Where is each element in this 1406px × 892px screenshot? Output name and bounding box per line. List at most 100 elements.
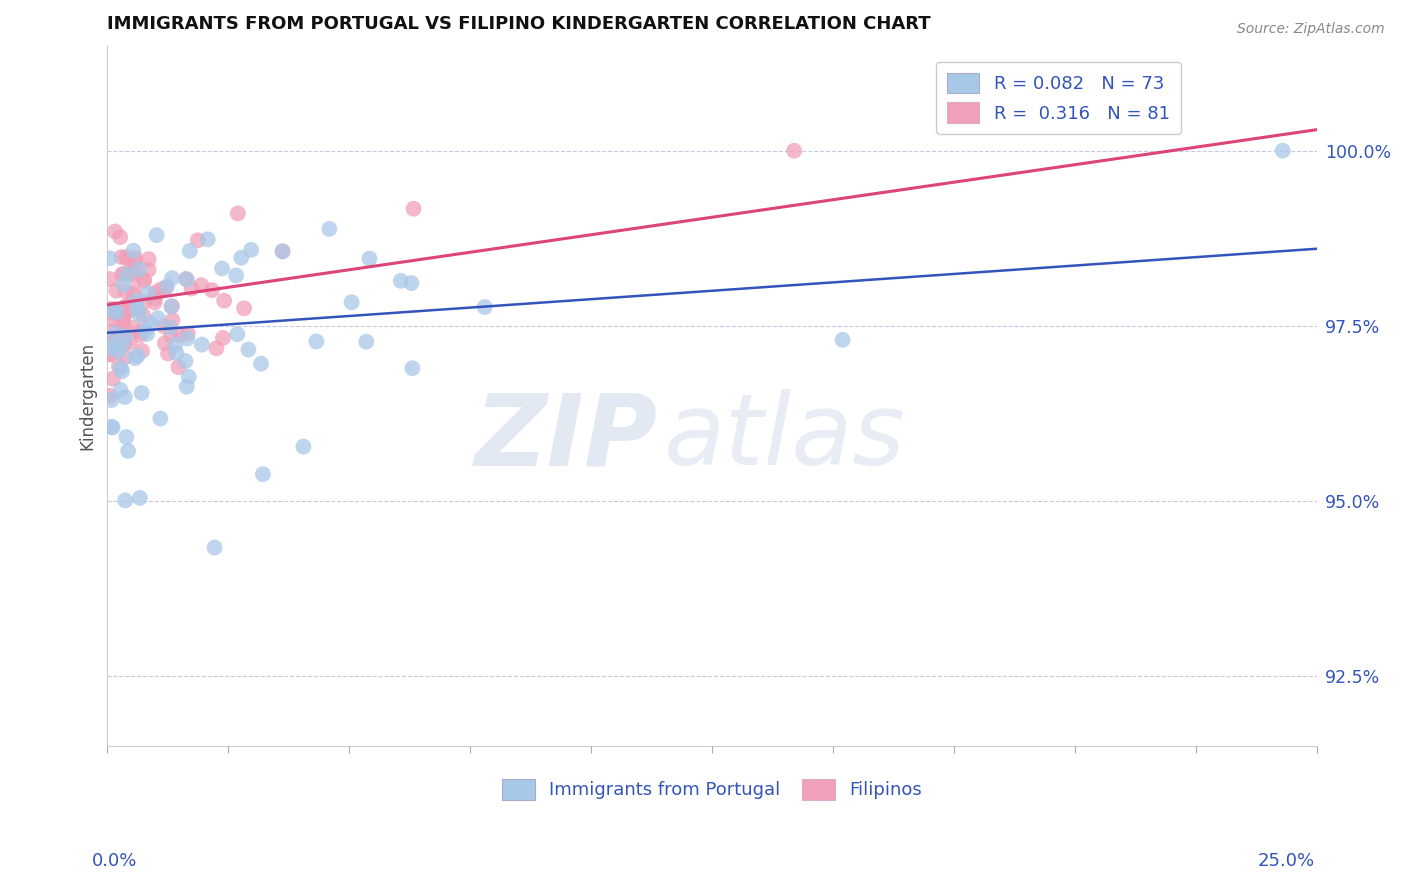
Point bbox=[160, 299, 183, 313]
Point bbox=[122, 266, 145, 280]
Point bbox=[177, 326, 200, 341]
Point bbox=[174, 354, 197, 368]
Point bbox=[401, 361, 423, 376]
Point bbox=[100, 347, 122, 361]
Point bbox=[118, 335, 141, 350]
Point bbox=[305, 334, 328, 349]
Point bbox=[114, 390, 136, 404]
Point bbox=[115, 251, 138, 265]
Point bbox=[98, 389, 121, 403]
Point bbox=[187, 233, 209, 247]
Point bbox=[124, 251, 146, 265]
Point bbox=[98, 252, 121, 266]
Point bbox=[110, 335, 132, 350]
Point bbox=[111, 316, 134, 330]
Point bbox=[110, 250, 132, 264]
Point bbox=[401, 276, 423, 290]
Point bbox=[356, 334, 378, 349]
Point bbox=[225, 268, 247, 283]
Point bbox=[226, 327, 249, 342]
Point bbox=[103, 306, 125, 320]
Point bbox=[105, 284, 128, 298]
Point bbox=[180, 281, 202, 295]
Point bbox=[122, 244, 145, 258]
Point bbox=[110, 333, 132, 347]
Point bbox=[108, 359, 131, 374]
Point bbox=[103, 304, 125, 318]
Point bbox=[110, 383, 132, 397]
Point bbox=[120, 260, 142, 275]
Point bbox=[402, 202, 425, 216]
Point bbox=[111, 338, 134, 352]
Point bbox=[115, 430, 138, 444]
Point bbox=[98, 348, 121, 362]
Point bbox=[145, 228, 167, 243]
Point bbox=[174, 272, 197, 286]
Point bbox=[111, 364, 134, 378]
Point bbox=[205, 341, 228, 355]
Point bbox=[1271, 144, 1294, 158]
Point bbox=[135, 323, 157, 337]
Point bbox=[783, 144, 806, 158]
Point bbox=[159, 320, 181, 334]
Point bbox=[127, 302, 149, 317]
Legend: Immigrants from Portugal, Filipinos: Immigrants from Portugal, Filipinos bbox=[495, 772, 929, 807]
Point bbox=[212, 293, 235, 308]
Point bbox=[104, 326, 127, 341]
Point bbox=[139, 317, 162, 331]
Point bbox=[145, 285, 167, 300]
Point bbox=[124, 285, 146, 299]
Point bbox=[153, 319, 176, 334]
Point bbox=[204, 541, 226, 555]
Point bbox=[197, 232, 219, 246]
Point bbox=[156, 279, 179, 293]
Point bbox=[103, 339, 125, 353]
Point bbox=[114, 336, 136, 351]
Point bbox=[134, 274, 156, 288]
Point bbox=[112, 277, 135, 292]
Point bbox=[103, 324, 125, 338]
Point bbox=[122, 321, 145, 335]
Point bbox=[165, 346, 187, 360]
Point bbox=[389, 274, 412, 288]
Point bbox=[165, 337, 187, 351]
Point bbox=[127, 349, 149, 363]
Point bbox=[155, 281, 177, 295]
Point bbox=[177, 370, 200, 384]
Point bbox=[114, 493, 136, 508]
Point bbox=[153, 336, 176, 351]
Point bbox=[105, 305, 128, 319]
Point bbox=[169, 328, 191, 343]
Point bbox=[831, 333, 853, 347]
Point bbox=[149, 411, 172, 425]
Point bbox=[108, 230, 131, 244]
Point bbox=[167, 360, 190, 375]
Point bbox=[117, 301, 139, 316]
Point bbox=[107, 344, 129, 359]
Point bbox=[122, 269, 145, 284]
Point bbox=[115, 268, 138, 282]
Point bbox=[132, 309, 155, 323]
Point bbox=[114, 299, 136, 313]
Point bbox=[101, 420, 124, 434]
Y-axis label: Kindergarten: Kindergarten bbox=[79, 342, 96, 450]
Point bbox=[271, 244, 294, 259]
Point bbox=[252, 467, 274, 482]
Point bbox=[100, 393, 122, 408]
Point bbox=[100, 301, 122, 316]
Point bbox=[143, 295, 166, 310]
Text: atlas: atlas bbox=[664, 389, 905, 486]
Point bbox=[125, 293, 148, 308]
Point bbox=[233, 301, 256, 316]
Point bbox=[100, 342, 122, 356]
Point bbox=[191, 337, 214, 351]
Point bbox=[101, 330, 124, 344]
Point bbox=[176, 273, 198, 287]
Point bbox=[110, 361, 132, 376]
Point bbox=[124, 351, 146, 366]
Text: 0.0%: 0.0% bbox=[91, 852, 136, 870]
Point bbox=[292, 440, 315, 454]
Text: IMMIGRANTS FROM PORTUGAL VS FILIPINO KINDERGARTEN CORRELATION CHART: IMMIGRANTS FROM PORTUGAL VS FILIPINO KIN… bbox=[107, 15, 931, 33]
Point bbox=[211, 261, 233, 276]
Point bbox=[160, 300, 183, 314]
